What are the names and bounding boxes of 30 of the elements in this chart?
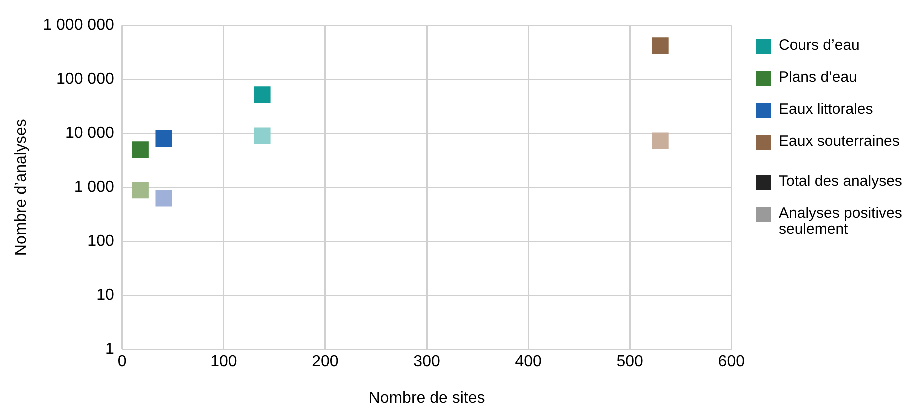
x-tick-label: 0: [118, 354, 127, 371]
text: Total des analyses: [779, 173, 904, 190]
y-tick-label: 100: [88, 233, 114, 250]
point: [254, 86, 271, 104]
y-tick-label: 1 000 000: [43, 17, 114, 34]
legend-label: Cours d’eau: [779, 37, 861, 54]
legend-label: Plans d’eau: [779, 69, 858, 86]
text: Analyses positives seulement: [779, 205, 904, 238]
point: [156, 190, 172, 207]
y-tick-label: 1 000: [74, 179, 114, 196]
y-tick-label: 100 000: [56, 71, 114, 88]
x-tick-label: 600: [718, 354, 746, 371]
x-tick-label: 300: [414, 354, 440, 371]
x-tick-label: 100: [210, 354, 238, 371]
y-tick-label: 1: [105, 341, 114, 358]
point: [132, 182, 149, 199]
legend-label: Eaux littorales: [779, 101, 874, 118]
x-axis-title: Nombre de sites: [368, 390, 486, 407]
point: [652, 38, 669, 54]
y-axis-title: Nombre d’analyses: [13, 119, 30, 256]
y-tick-label: 10 000: [65, 125, 114, 142]
legend-label: Eaux souterraines: [779, 133, 901, 150]
y-tick-label: 10: [96, 287, 114, 304]
x-tick-label: 400: [515, 354, 542, 371]
x-tick-label: 200: [312, 354, 339, 371]
x-tick-label: 500: [616, 354, 644, 371]
point: [254, 128, 271, 144]
point: [652, 132, 669, 150]
point: [156, 130, 172, 148]
point: [132, 142, 149, 158]
